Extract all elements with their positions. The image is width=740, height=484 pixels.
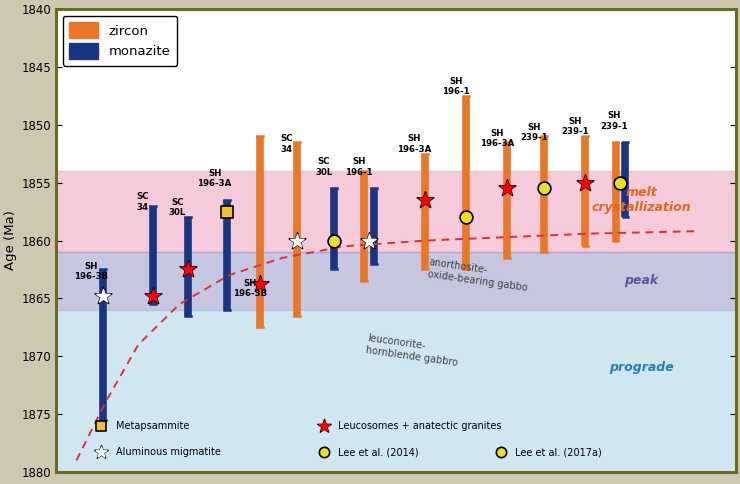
Text: SH
196-3A: SH 196-3A [397, 135, 431, 154]
Text: prograde: prograde [609, 361, 673, 374]
Point [95, 448, 107, 456]
Y-axis label: Age (Ma): Age (Ma) [4, 211, 17, 271]
Point [501, 184, 513, 192]
Point [147, 292, 158, 300]
Text: SH
196-3B: SH 196-3B [74, 261, 108, 281]
Text: melt
crystallization: melt crystallization [591, 186, 691, 214]
Point [419, 196, 431, 204]
Point [95, 422, 107, 429]
Point [614, 179, 626, 186]
Point [363, 237, 375, 244]
Point [501, 184, 513, 192]
Point [98, 292, 110, 300]
Point [291, 237, 303, 244]
Point [579, 179, 591, 186]
Point [98, 292, 110, 300]
Point [182, 266, 194, 273]
Text: SH
239-1: SH 239-1 [562, 117, 589, 136]
Point [460, 213, 472, 221]
Point [579, 179, 591, 186]
Text: peak: peak [624, 274, 658, 287]
Bar [56, 252, 736, 310]
Point [254, 281, 266, 288]
Text: Metapsammite: Metapsammite [115, 421, 189, 431]
Text: SC
34: SC 34 [280, 135, 293, 154]
Text: SC
34: SC 34 [136, 192, 149, 212]
Text: SH
239-1: SH 239-1 [600, 111, 628, 131]
Point [95, 448, 107, 456]
Point [538, 184, 550, 192]
Text: SH
196-3B: SH 196-3B [232, 279, 266, 298]
Point [254, 281, 266, 288]
Text: SH
196-3A: SH 196-3A [480, 129, 514, 148]
Text: anorthosite-
oxide-bearing gabbo: anorthosite- oxide-bearing gabbo [427, 257, 530, 293]
Legend: zircon, monazite: zircon, monazite [63, 16, 177, 66]
Text: SH
239-1: SH 239-1 [520, 123, 548, 142]
Point [147, 292, 158, 300]
Text: SC
30L: SC 30L [315, 157, 332, 177]
Text: Lee et al. (2017a): Lee et al. (2017a) [515, 447, 602, 457]
Point [328, 237, 340, 244]
Point [318, 448, 330, 456]
Point [419, 196, 431, 204]
Point [495, 448, 507, 456]
Text: leuconorite-
hornblende gabbro: leuconorite- hornblende gabbro [365, 333, 460, 368]
Text: Lee et al. (2014): Lee et al. (2014) [338, 447, 419, 457]
Point [182, 266, 194, 273]
Text: SC
30L: SC 30L [169, 198, 186, 217]
Text: Leucosomes + anatectic granites: Leucosomes + anatectic granites [338, 421, 502, 431]
Point [363, 237, 375, 244]
Point [221, 208, 233, 215]
Bar [56, 171, 736, 252]
Point [318, 422, 330, 429]
Text: Aluminous migmatite: Aluminous migmatite [115, 447, 221, 457]
Point [291, 237, 303, 244]
Text: SH
196-1: SH 196-1 [442, 76, 469, 96]
Bar [56, 310, 736, 472]
Point [318, 422, 330, 429]
Text: SH
196-3A: SH 196-3A [198, 169, 232, 188]
Text: SH
196-1: SH 196-1 [345, 157, 373, 177]
